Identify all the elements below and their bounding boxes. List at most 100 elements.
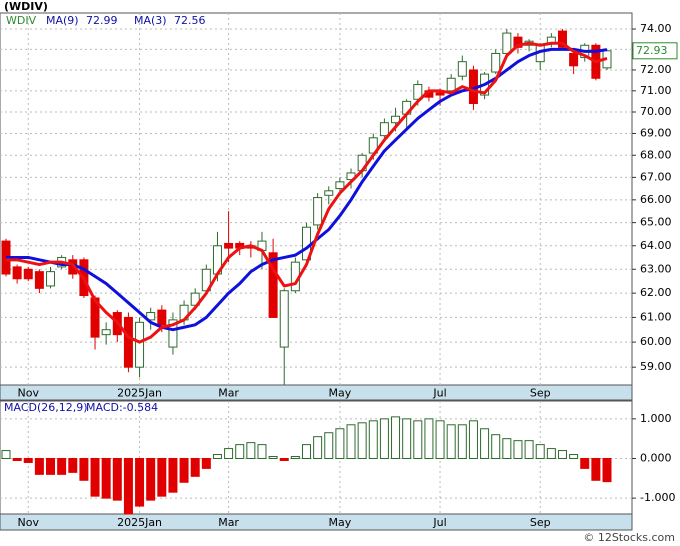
candle-body	[268, 252, 278, 318]
macd-bar	[46, 457, 56, 475]
candle-body	[34, 271, 44, 289]
macd-bar	[457, 424, 467, 459]
x-tick-label: May	[329, 516, 352, 529]
macd-bar	[112, 457, 122, 501]
y-tick-label: 59.00	[640, 360, 672, 373]
macd-bar	[602, 457, 612, 483]
y-tick-label: 64.00	[640, 239, 672, 252]
y-tick-label: 74.00	[640, 22, 672, 35]
macd-bar	[157, 457, 167, 497]
macd-bar	[168, 457, 178, 493]
candle-body	[23, 268, 33, 280]
candle-body	[224, 242, 234, 249]
legend-label: MA(3)	[134, 14, 167, 27]
macd-bar	[580, 457, 590, 469]
macd-bar	[123, 457, 133, 515]
candle-body	[46, 271, 56, 287]
candle-body	[313, 197, 323, 226]
last-price: 72.93	[636, 44, 668, 57]
legend-symbol: WDIV	[6, 14, 37, 27]
macd-bar	[290, 456, 300, 459]
macd-bar	[57, 457, 67, 475]
candle-body	[413, 84, 423, 100]
macd-bar	[212, 454, 222, 459]
macd-bar	[235, 444, 245, 459]
y-tick-label: 1.000	[640, 412, 672, 425]
macd-bar	[279, 457, 289, 461]
macd-bar	[435, 420, 445, 459]
candle-body	[168, 319, 178, 348]
candle-body	[146, 312, 156, 321]
x-tick-label: 2025Jan	[117, 387, 162, 400]
macd-bar	[179, 457, 189, 483]
y-tick-label: 71.00	[640, 84, 672, 97]
macd-bar	[135, 457, 145, 507]
candle-body	[491, 52, 501, 73]
y-tick-label: 72.00	[640, 63, 672, 76]
x-tick-label: May	[329, 387, 352, 400]
y-tick-label: 67.00	[640, 170, 672, 183]
macd-bar	[413, 420, 423, 459]
macd-bar	[12, 457, 22, 461]
y-tick-label: 70.00	[640, 105, 672, 118]
legend-value: 72.99	[86, 14, 118, 27]
y-tick-label: 66.00	[640, 193, 672, 206]
macd-bar	[468, 420, 478, 459]
macd-bar	[480, 428, 490, 459]
chart-title: (WDIV)	[4, 0, 48, 13]
x-tick-label: Nov	[18, 387, 40, 400]
y-tick-label: 65.00	[640, 216, 672, 229]
x-tick-label: 2025Jan	[117, 516, 162, 529]
y-tick-label: 68.00	[640, 148, 672, 161]
macd-bar	[569, 454, 579, 459]
macd-bar	[313, 436, 323, 459]
y-tick-label: 0.000	[640, 451, 672, 464]
y-tick-label: 61.00	[640, 310, 672, 323]
x-tick-label: Sep	[530, 387, 551, 400]
macd-bar	[513, 440, 523, 459]
y-tick-label: 63.00	[640, 262, 672, 275]
date-strip	[0, 384, 633, 401]
macd-bar	[79, 457, 89, 481]
macd-bar	[391, 416, 401, 459]
candle-body	[557, 30, 567, 48]
macd-bar	[357, 422, 367, 459]
legend-value: 72.56	[174, 14, 206, 27]
x-tick-label: Sep	[530, 516, 551, 529]
candle-body	[279, 290, 289, 348]
legend-label: MACD(26,12,9)	[4, 401, 88, 414]
macd-bar	[101, 457, 111, 499]
last-price-box	[632, 42, 678, 60]
macd-bar	[546, 448, 556, 459]
macd-bar	[324, 432, 334, 459]
macd-bar	[302, 444, 311, 459]
candle-body	[123, 316, 133, 368]
macd-bar	[346, 424, 356, 459]
y-tick-label: -1.000	[640, 491, 675, 504]
macd-bar	[257, 444, 267, 459]
macd-bar	[491, 434, 501, 459]
macd-bar	[190, 457, 200, 477]
macd-bar	[34, 457, 44, 475]
candle-body	[324, 190, 334, 196]
candle-body	[12, 266, 22, 280]
macd-bar	[446, 424, 456, 459]
candle-body	[502, 32, 512, 54]
legend-value: MACD:-0.584	[86, 401, 158, 414]
candle-body	[101, 329, 111, 336]
candle-body	[569, 52, 579, 67]
y-tick-label: 60.00	[640, 335, 672, 348]
macd-bar	[591, 457, 601, 481]
macd-bar	[201, 457, 211, 469]
ma-line	[6, 41, 608, 344]
macd-bar	[1, 450, 11, 459]
macd-bar	[557, 450, 567, 459]
macd-bar	[368, 420, 378, 459]
macd-bar	[424, 418, 434, 459]
x-tick-label: Jul	[432, 516, 446, 529]
legend-label: MA(9)	[46, 14, 79, 27]
macd-bar	[23, 457, 33, 463]
candle-body	[135, 321, 145, 368]
candle-body	[457, 61, 467, 77]
